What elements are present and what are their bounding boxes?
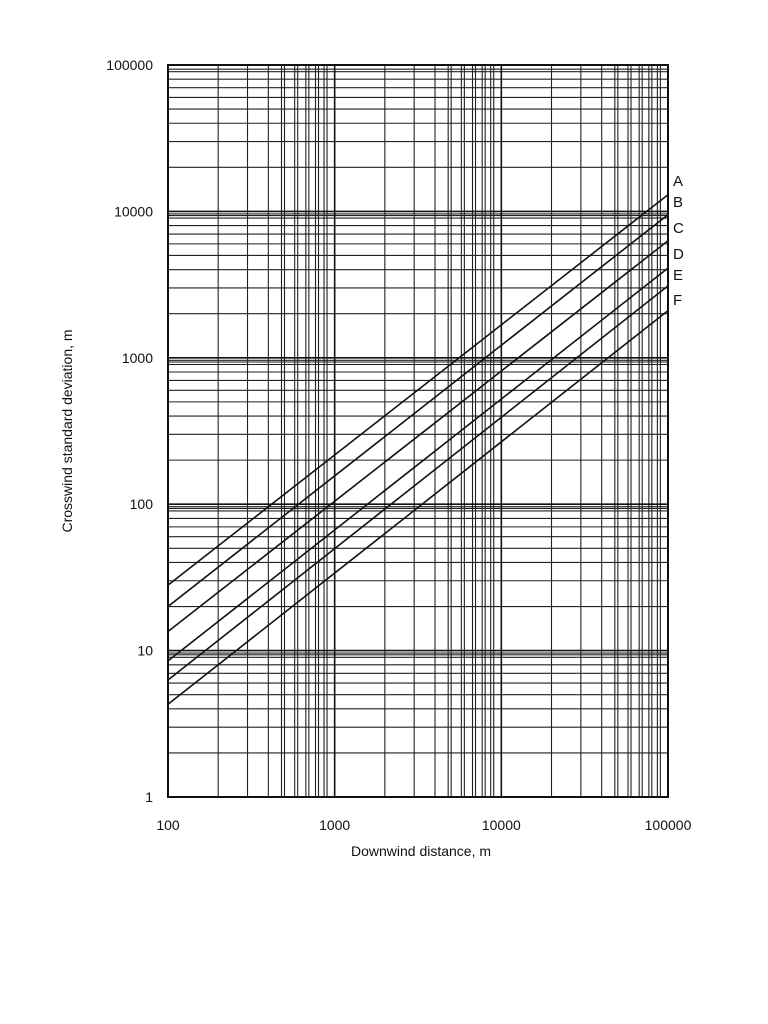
x-axis-label: Downwind distance, m — [351, 843, 491, 859]
series-label-E: E — [673, 267, 683, 284]
series-line-C — [167, 240, 669, 633]
series-label-B: B — [673, 194, 683, 211]
series-lines — [167, 194, 669, 705]
series-label-F: F — [673, 292, 682, 309]
x-tick-label: 10000 — [482, 817, 521, 833]
series-label-A: A — [673, 173, 683, 190]
series-line-D — [167, 267, 669, 662]
y-tick-label: 10000 — [114, 203, 153, 219]
series-line-F — [167, 309, 669, 705]
y-tick-label: 100000 — [106, 57, 153, 73]
x-tick-label: 100000 — [645, 817, 692, 833]
y-axis-label: Crosswind standard deviation, m — [59, 329, 75, 532]
series-line-B — [167, 214, 669, 608]
y-axis-tick-labels: 1 10 100 1000 10000 100000 — [106, 57, 153, 805]
x-axis-tick-labels: 100 1000 10000 100000 — [156, 817, 691, 833]
x-tick-label: 1000 — [319, 817, 350, 833]
series-line-E — [167, 285, 669, 681]
y-tick-label: 1000 — [122, 350, 153, 366]
x-tick-label: 100 — [156, 817, 180, 833]
plot-frame — [167, 64, 669, 798]
series-label-D: D — [673, 246, 684, 263]
y-tick-label: 1 — [145, 789, 153, 805]
grid — [167, 65, 669, 798]
series-line-A — [167, 194, 669, 586]
series-label-C: C — [673, 220, 684, 237]
y-tick-label: 10 — [137, 643, 153, 659]
y-tick-label: 100 — [130, 496, 154, 512]
